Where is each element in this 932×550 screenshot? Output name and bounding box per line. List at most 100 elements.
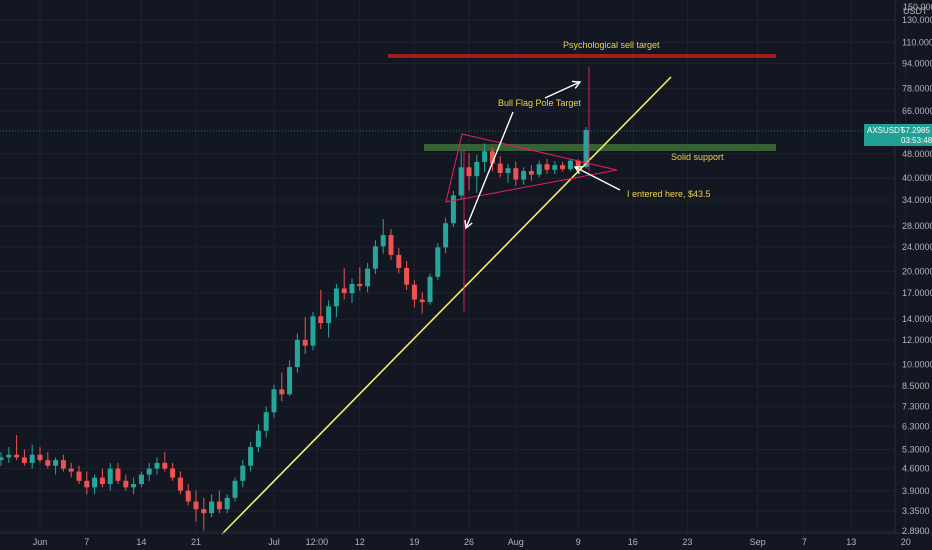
- candle-body: [466, 167, 472, 177]
- pennant-triangle[interactable]: [445, 133, 618, 203]
- y-tick-label: 2.8900: [902, 526, 930, 536]
- candle-body: [107, 468, 113, 485]
- sell-target-band[interactable]: [388, 54, 776, 58]
- candle-body: [544, 164, 550, 170]
- y-tick-label: 20.0000: [902, 266, 932, 276]
- y-tick-label: 4.6000: [902, 464, 930, 474]
- candle-body: [0, 457, 4, 461]
- x-tick-label: 14: [136, 537, 146, 547]
- entry-arrow[interactable]: [574, 166, 621, 191]
- candle-body: [458, 167, 464, 196]
- candle-body: [435, 247, 441, 277]
- y-tick-label: 10.0000: [902, 359, 932, 369]
- candle-body: [302, 339, 308, 346]
- candle-body: [474, 161, 480, 177]
- x-tick-label: Jun: [33, 537, 48, 547]
- candle-body: [419, 299, 425, 303]
- x-tick-label: Jul: [268, 537, 280, 547]
- candle-body: [482, 151, 488, 162]
- y-tick-label: 14.0000: [902, 314, 932, 324]
- y-tick-label: 5.3000: [902, 445, 930, 455]
- candle-body: [404, 267, 410, 285]
- candle-body: [263, 412, 269, 431]
- annotation-support: Solid support: [671, 152, 724, 162]
- candle-body: [318, 316, 324, 324]
- y-tick-label: 130.0000: [902, 15, 932, 25]
- candle-body: [123, 480, 129, 488]
- candle-body: [450, 195, 456, 224]
- y-tick-label: 94.0000: [902, 59, 932, 69]
- candle-body: [201, 509, 207, 514]
- x-tick-label: 12:00: [306, 537, 329, 547]
- flag-pole-arrow[interactable]: [465, 111, 514, 229]
- candle-body: [146, 468, 152, 475]
- candle-body: [53, 460, 59, 466]
- candle-body: [115, 468, 121, 481]
- candles: [0, 126, 589, 531]
- price-axis-top-label: 150.0000: [903, 2, 932, 12]
- candle-body: [216, 501, 222, 510]
- y-tick-label: 3.9000: [902, 486, 930, 496]
- candle-body: [396, 254, 402, 268]
- candle-body: [294, 339, 300, 368]
- x-tick-label: 26: [464, 537, 474, 547]
- candle-body: [513, 168, 519, 180]
- candle-body: [552, 165, 558, 170]
- candle-body: [170, 468, 176, 478]
- candle-body: [21, 457, 27, 463]
- candle-body: [131, 484, 137, 488]
- candle-body: [271, 389, 277, 413]
- candle-body: [76, 471, 82, 481]
- candle-body: [575, 160, 581, 167]
- candle-body: [99, 477, 105, 485]
- candle-body: [427, 276, 433, 303]
- currency-label: USDT: [903, 6, 928, 16]
- entry-arrow-head: [573, 166, 584, 175]
- countdown-value: 03:53:48: [901, 136, 932, 145]
- price-badge-box: [864, 124, 932, 146]
- y-tick-label: 6.3000: [902, 421, 930, 431]
- y-tick-label: 110.0000: [902, 37, 932, 47]
- y-tick-label: 78.0000: [902, 84, 932, 94]
- candle-body: [185, 490, 191, 502]
- candle-body: [193, 501, 199, 510]
- target-arrow[interactable]: [544, 81, 581, 99]
- candle-body: [84, 480, 90, 488]
- candle-body: [489, 151, 495, 164]
- support-band[interactable]: [424, 144, 776, 151]
- candle-body: [349, 283, 355, 294]
- candle-body: [37, 454, 43, 461]
- y-tick-label: 17.0000: [902, 288, 932, 298]
- candle-body: [154, 462, 160, 469]
- candle-body: [560, 165, 566, 170]
- x-tick-label: 12: [355, 537, 365, 547]
- candle-body: [209, 501, 215, 514]
- y-tick-label: 48.0000: [902, 149, 932, 159]
- candle-body: [567, 160, 573, 170]
- candle-body: [333, 288, 339, 307]
- candle-body: [60, 460, 66, 469]
- price-axis[interactable]: 150.0000 USDT 130.0000 110.0000 94.0000 78.…: [902, 2, 932, 536]
- y-tick-label: 34.0000: [902, 195, 932, 205]
- candle-body: [388, 235, 394, 255]
- x-tick-label: 19: [409, 537, 419, 547]
- y-tick-label: 3.3500: [902, 506, 930, 516]
- candle-body: [497, 163, 503, 173]
- candle-body: [372, 246, 378, 269]
- trendline[interactable]: [221, 76, 672, 535]
- x-tick-label: 20: [901, 537, 911, 547]
- candle-body: [240, 465, 246, 481]
- candle-body: [365, 268, 371, 287]
- candle-body: [279, 389, 285, 395]
- y-tick-label: 12.0000: [902, 335, 932, 345]
- candle-body: [411, 284, 417, 300]
- candle-body: [357, 283, 363, 287]
- x-tick-label: Aug: [508, 537, 524, 547]
- candle-body: [255, 430, 261, 448]
- y-tick-label: 28.0000: [902, 221, 932, 231]
- candle-body: [310, 316, 316, 346]
- time-axis[interactable]: Jun 7 14 21 Jul 12:00 12 19 26 Aug 9 16 23 Sep 7 13 20: [33, 537, 911, 547]
